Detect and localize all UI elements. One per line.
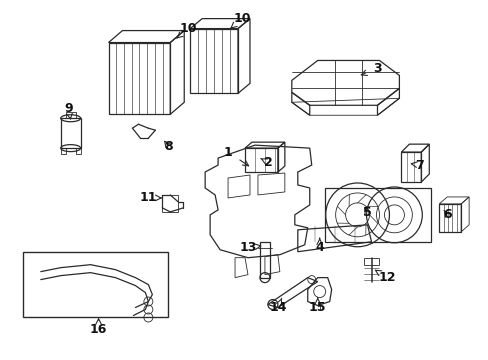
Text: 2: 2 [260, 156, 272, 168]
Text: 8: 8 [163, 140, 172, 153]
Text: 10: 10 [230, 12, 250, 28]
Text: 9: 9 [64, 102, 73, 119]
Text: 14: 14 [268, 298, 286, 314]
Text: 13: 13 [239, 241, 260, 254]
Text: 4: 4 [315, 238, 324, 254]
Text: 7: 7 [410, 158, 423, 172]
Text: 12: 12 [375, 270, 395, 284]
Text: 16: 16 [90, 319, 107, 336]
Text: 6: 6 [442, 208, 450, 221]
Text: 3: 3 [361, 62, 381, 76]
Text: 11: 11 [140, 192, 161, 204]
Text: 1: 1 [223, 145, 248, 166]
Text: 15: 15 [308, 298, 326, 314]
Text: 10: 10 [177, 22, 197, 38]
Text: 5: 5 [363, 206, 371, 219]
